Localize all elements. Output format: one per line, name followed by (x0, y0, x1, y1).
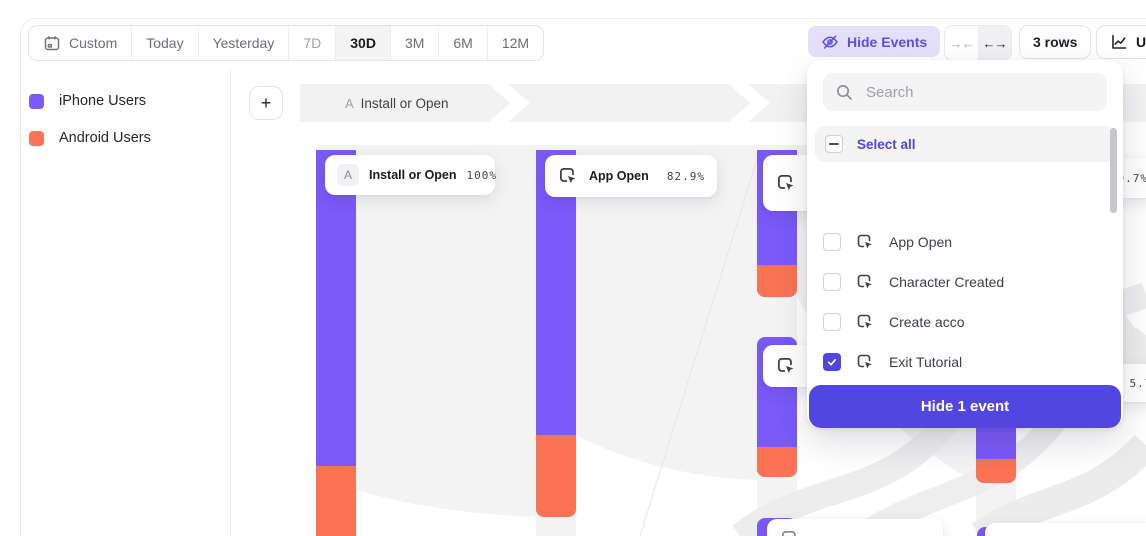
search-input[interactable] (864, 82, 1095, 102)
date-range-custom[interactable]: Custom (29, 26, 133, 60)
conversion-value: 5.7% (1129, 376, 1146, 390)
event-icon (855, 232, 875, 252)
events-dropdown: Select all App Open Character Created Cr… (807, 60, 1123, 428)
funnel-bar-step1[interactable] (316, 150, 356, 536)
date-range-control: Custom Today Yesterday 7D 30D 3M 6M 12M (28, 25, 545, 61)
date-range-3m[interactable]: 3M (391, 26, 440, 60)
checkbox[interactable] (823, 233, 841, 251)
conversion-value: 100% (466, 168, 498, 182)
event-item-create-acco[interactable]: Create acco (823, 302, 1107, 342)
users-button-label: U (1136, 34, 1146, 50)
select-all-label: Select all (857, 136, 916, 152)
eye-off-icon (821, 33, 839, 51)
collapse-columns-button[interactable]: →← (949, 35, 975, 51)
chart-line-icon (1110, 33, 1128, 51)
select-all-row[interactable]: Select all (815, 126, 1115, 162)
event-icon (775, 355, 797, 377)
date-range-yesterday[interactable]: Yesterday (199, 26, 290, 60)
step-header-install-or-open[interactable]: A Install or Open (345, 84, 448, 122)
rows-button[interactable]: 3 rows (1019, 25, 1092, 59)
scrollbar-thumb[interactable] (1110, 128, 1117, 213)
event-icon (855, 312, 875, 332)
event-item-app-open[interactable]: App Open (823, 222, 1107, 262)
checkbox[interactable] (823, 313, 841, 331)
step-card-install-or-open[interactable]: A Install or Open 100% (325, 155, 498, 195)
date-range-12m[interactable]: 12M (501, 35, 530, 51)
date-range-30d[interactable]: 30D (336, 26, 391, 60)
step-header-label: Install or Open (360, 95, 449, 111)
calendar-icon (43, 34, 61, 52)
legend-item-iphone: iPhone Users (29, 93, 146, 109)
event-item-character-created[interactable]: Character Created (823, 262, 1107, 302)
legend-label: Android Users (59, 130, 151, 146)
event-item-exit-tutorial[interactable]: Exit Tutorial (823, 342, 1107, 382)
android-segment (536, 435, 576, 517)
search-icon (835, 83, 854, 102)
event-icon (779, 528, 801, 536)
conversion-value: 9.7% (1117, 171, 1146, 185)
legend-label: iPhone Users (59, 93, 147, 109)
android-segment (757, 265, 797, 297)
add-step-button[interactable]: + (249, 86, 283, 120)
event-icon (775, 172, 797, 194)
date-range-7d[interactable]: 7D (289, 26, 337, 60)
iphone-swatch (29, 93, 44, 109)
event-icon (855, 352, 875, 372)
expand-columns-button[interactable]: ←→ (978, 26, 1011, 60)
date-range-today[interactable]: Today (132, 26, 199, 60)
search-box[interactable] (823, 73, 1107, 111)
date-range-label: Custom (69, 35, 118, 51)
date-range-6m[interactable]: 6M (439, 26, 488, 60)
conversion-value: 82.9% (666, 169, 705, 183)
hide-events-label: Hide Events (847, 33, 928, 50)
hide-events-button[interactable]: Hide Events (808, 26, 941, 57)
funnel-bar-step2[interactable] (536, 150, 576, 517)
legend-item-android: Android Users (29, 130, 151, 146)
divider (230, 70, 231, 536)
select-all-checkbox[interactable] (825, 135, 843, 153)
event-icon (855, 272, 875, 292)
step-card-app-open[interactable]: App Open 82.9% (545, 155, 717, 197)
users-button[interactable]: U (1096, 25, 1146, 59)
android-segment (976, 459, 1016, 483)
hide-event-button[interactable]: Hide 1 event (809, 385, 1121, 428)
collapse-expand-control: →← ←→ (944, 25, 1012, 61)
event-icon (557, 165, 579, 187)
android-swatch (29, 130, 44, 146)
android-segment (316, 466, 356, 536)
step-letter-badge: A (337, 164, 359, 186)
checkbox[interactable] (823, 273, 841, 291)
step-card-row3-right[interactable] (985, 523, 1146, 536)
checkbox-checked[interactable] (823, 353, 841, 371)
chevron-separators (489, 84, 770, 122)
step-letter-badge: A (345, 95, 354, 111)
android-segment (757, 447, 797, 477)
step-card-row3[interactable] (767, 519, 943, 536)
